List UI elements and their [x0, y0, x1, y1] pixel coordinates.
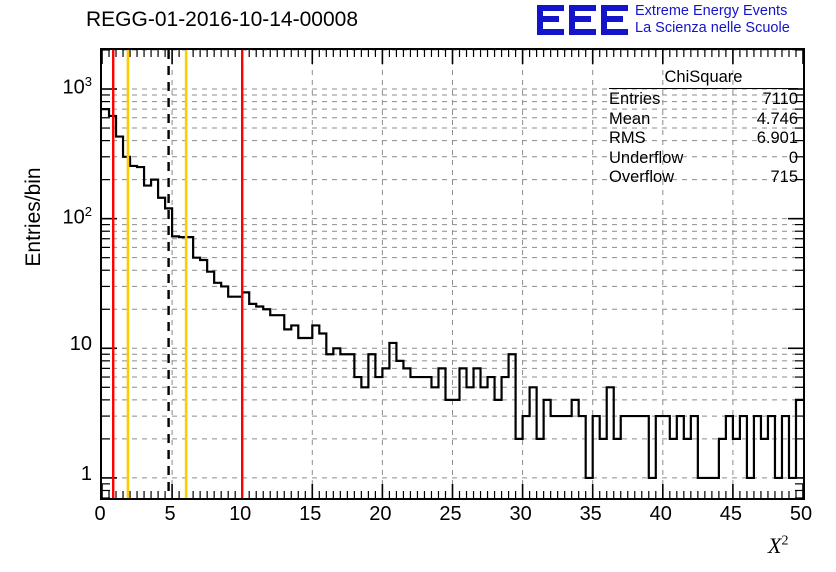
- stats-title: ChiSquare: [664, 68, 743, 86]
- eee-logo: Extreme Energy Events La Scienza nelle S…: [537, 2, 836, 42]
- x-tick-label: 40: [649, 503, 672, 525]
- stats-row-key: Underflow: [609, 148, 684, 167]
- x-tick-label: 15: [299, 503, 322, 525]
- eee-logo-line2: La Scienza nelle Scuole: [635, 20, 790, 36]
- x-tick-label: 5: [164, 503, 176, 525]
- x-tick-label: 20: [369, 503, 392, 525]
- stats-row: Overflow 715: [609, 168, 798, 188]
- x-tick-label: 50: [789, 503, 813, 525]
- stats-row: Underflow 0: [609, 149, 798, 169]
- stats-row: RMS 6.901: [609, 129, 798, 149]
- y-tick-label: 102: [62, 203, 92, 229]
- x-axis-title-base: X: [768, 533, 782, 558]
- stats-row-value: 0: [788, 148, 798, 167]
- eee-logo-mark: [537, 5, 628, 35]
- x-tick-label: 10: [229, 503, 252, 525]
- stats-box: ChiSquare Entries 7110 Mean 4.746 RMS 6.901 Un…: [609, 68, 798, 188]
- histogram-outline: [102, 108, 803, 480]
- eee-logo-line1: Extreme Energy Events: [635, 3, 788, 19]
- y-tick-label: 1: [80, 462, 92, 485]
- x-tick-label: 30: [509, 503, 532, 525]
- stats-row-key: Entries: [609, 90, 661, 108]
- stats-rows: Entries 7110 Mean 4.746 RMS 6.901 Underflow 0 Ov…: [609, 90, 798, 188]
- y-tick-label: 103: [62, 74, 92, 99]
- stats-row: Entries 7110: [609, 90, 798, 110]
- y-tick-label: 10: [69, 333, 92, 356]
- stats-row-key: Mean: [609, 109, 651, 128]
- stats-row-value: 7110: [762, 90, 798, 108]
- stats-row-key: RMS: [609, 129, 646, 147]
- x-axis-title: X2: [768, 533, 788, 559]
- x-tick-label: 45: [719, 503, 743, 525]
- histogram-canvas: [102, 50, 803, 498]
- x-tick-label: 25: [439, 503, 462, 525]
- eee-logo-text: Extreme Energy Events La Scienza nelle S…: [635, 3, 790, 37]
- x-tick-label: 35: [579, 503, 602, 525]
- plot-frame: [100, 48, 805, 500]
- x-axis-title-exponent: 2: [781, 533, 789, 549]
- x-tick-label: 0: [94, 503, 106, 525]
- stats-divider: [609, 88, 798, 89]
- page-title: REGG-01-2016-10-14-00008: [86, 8, 358, 31]
- stats-row-key: Overflow: [609, 168, 675, 186]
- stats-row-value: 715: [770, 168, 798, 186]
- stats-row: Mean 4.746: [609, 110, 798, 130]
- stats-row-value: 4.746: [756, 109, 798, 128]
- stats-row-value: 6.901: [756, 129, 798, 147]
